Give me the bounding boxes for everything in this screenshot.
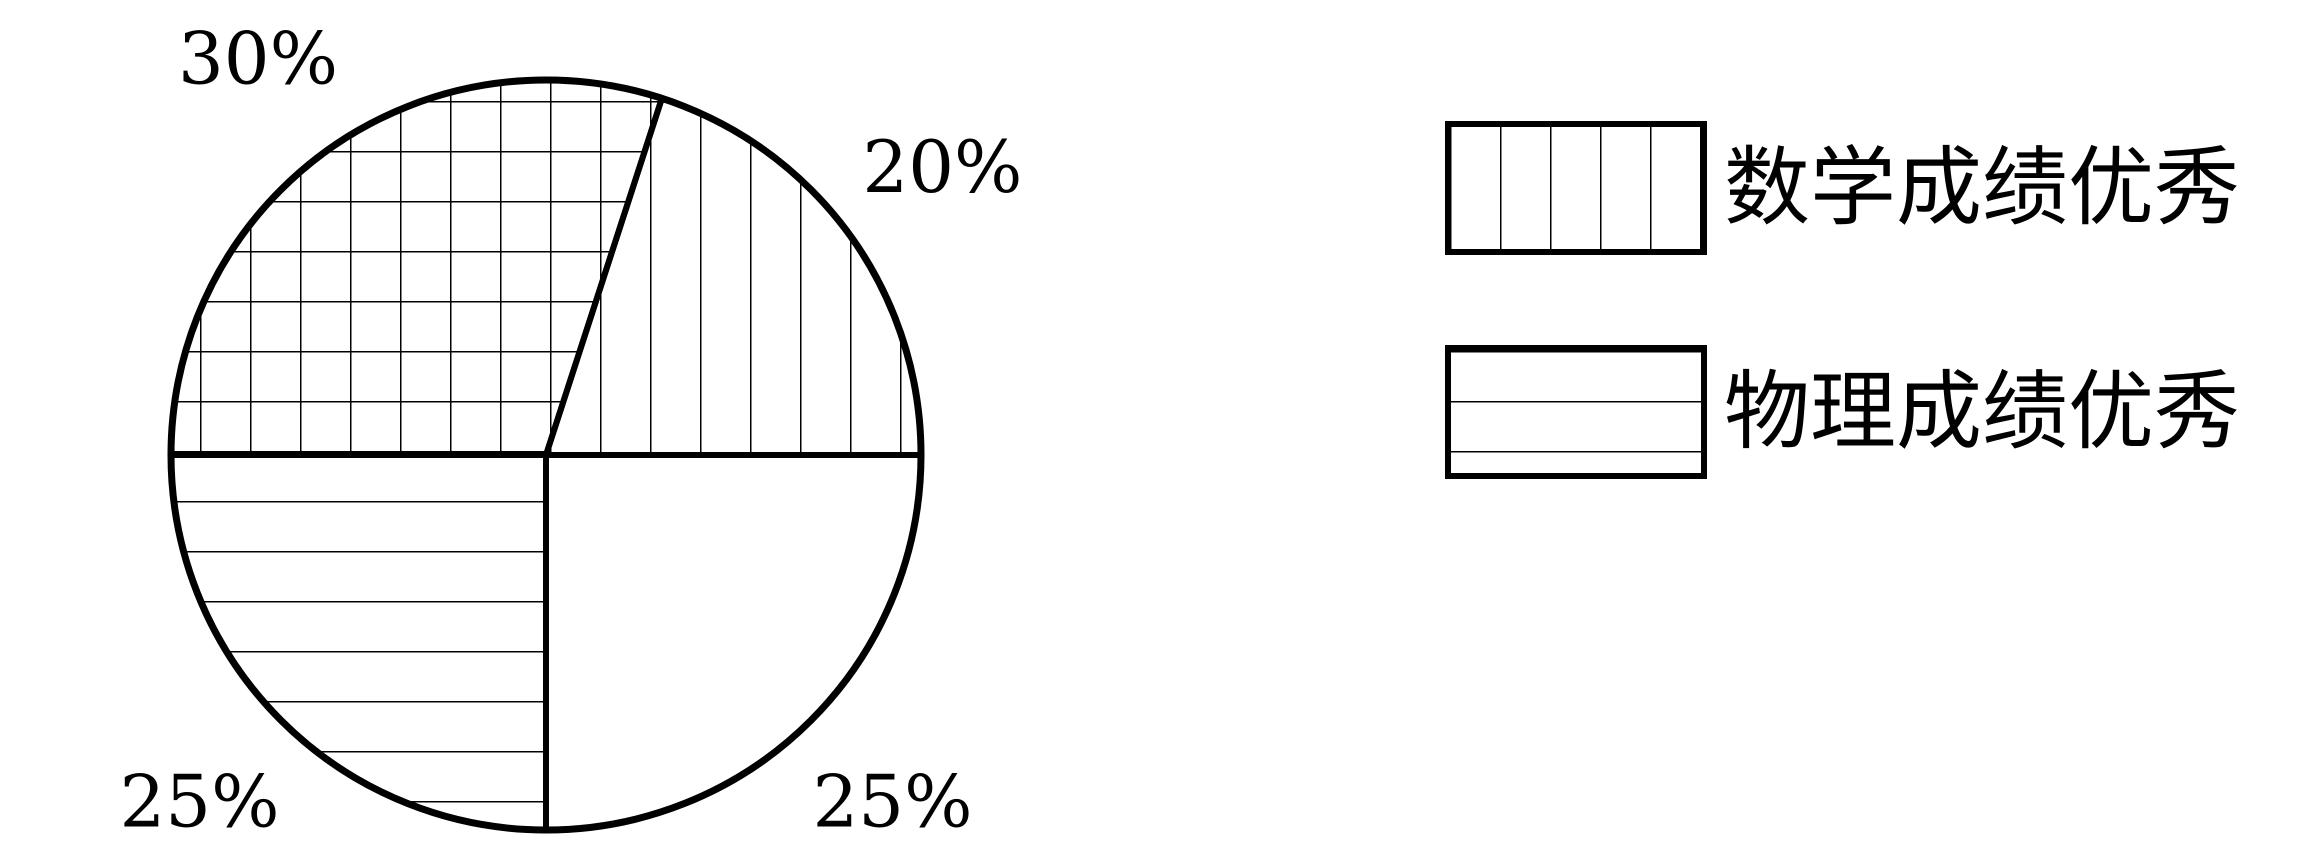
legend-label-0: 数学成绩优秀 [1724, 138, 2240, 238]
legend-swatch-1 [1445, 345, 1707, 479]
slice-label-2: 25% [120, 759, 280, 843]
slice-label-1: 25% [812, 759, 972, 843]
slice-label-0: 20% [862, 125, 1022, 209]
pie-labels: 20% 25% 25% 30% [120, 17, 1023, 844]
legend-swatch-0 [1445, 121, 1707, 255]
pie-slices [167, 76, 925, 834]
legend-label-1: 物理成绩优秀 [1724, 362, 2240, 462]
pie-outline [167, 76, 925, 834]
slice-label-3: 30% [178, 17, 338, 101]
